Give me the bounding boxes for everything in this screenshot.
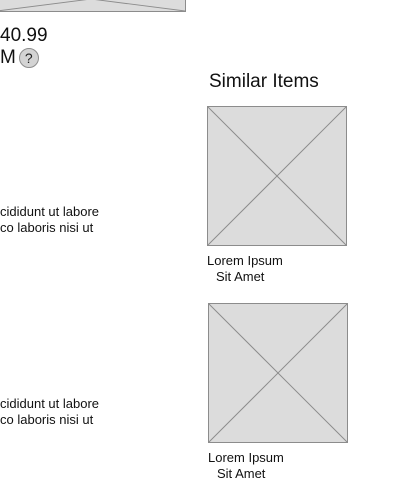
product-image-placeholder bbox=[0, 0, 186, 12]
image-placeholder-cross bbox=[209, 304, 347, 442]
help-icon[interactable]: ? bbox=[18, 48, 39, 68]
image-placeholder-cross bbox=[0, 0, 185, 11]
similar-items-heading: Similar Items bbox=[209, 71, 319, 92]
description-paragraph-1: cididunt ut labore co laboris nisi ut bbox=[0, 204, 99, 236]
similar-item-caption[interactable]: Lorem Ipsum Sit Amet bbox=[207, 253, 283, 285]
similar-item-subtitle[interactable]: Sit Amet bbox=[216, 269, 265, 284]
description-paragraph-2: cididunt ut labore co laboris nisi ut bbox=[0, 396, 99, 428]
product-price: 40.99 bbox=[0, 25, 48, 46]
price-label-row: M ? bbox=[0, 47, 39, 69]
description-line: cididunt ut labore bbox=[0, 396, 100, 411]
description-line: co laboris nisi ut bbox=[0, 412, 94, 427]
similar-item-image[interactable] bbox=[208, 303, 348, 443]
similar-item-subtitle[interactable]: Sit Amet bbox=[217, 466, 266, 481]
description-line: cididunt ut labore bbox=[0, 204, 100, 219]
price-label: M bbox=[0, 47, 16, 68]
similar-item-title[interactable]: Lorem Ipsum bbox=[207, 253, 283, 268]
similar-item-image[interactable] bbox=[207, 106, 347, 246]
description-line: co laboris nisi ut bbox=[0, 220, 94, 235]
image-placeholder-cross bbox=[208, 107, 346, 245]
similar-item-title[interactable]: Lorem Ipsum bbox=[208, 450, 284, 465]
similar-item-caption[interactable]: Lorem Ipsum Sit Amet bbox=[208, 450, 284, 482]
